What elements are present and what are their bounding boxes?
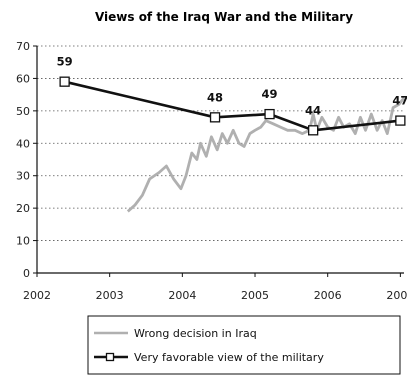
y-tick-label-20: 20	[16, 202, 30, 215]
x-tick-label-2004: 2004	[168, 289, 196, 302]
data-labels: 59 48 49 44 47	[57, 55, 407, 118]
y-tick-label-0: 0	[23, 267, 30, 280]
chart-title: Views of the Iraq War and the Military	[95, 10, 353, 24]
marker-military-48	[209, 112, 221, 123]
x-axis-ticks: 2002 2003 2004 2005 2006 2007	[23, 273, 407, 302]
series-wrong-decision	[126, 97, 406, 213]
x-tick-label-2007: 2007	[386, 289, 407, 302]
y-tick-label-10: 10	[16, 235, 30, 248]
legend-label-wrong-decision: Wrong decision in Iraq	[134, 327, 257, 340]
y-tick-label-60: 60	[16, 72, 30, 85]
marker-military-59	[59, 76, 70, 87]
data-label-military-49: 49	[262, 87, 278, 101]
y-axis-ticks: 0 10 20 30 40 50 60 70	[16, 40, 37, 280]
x-tick-label-2005: 2005	[241, 289, 269, 302]
marker-military-44	[308, 125, 319, 136]
legend-marker-military	[105, 352, 115, 362]
y-tick-label-40: 40	[16, 137, 30, 150]
x-tick-label-2003: 2003	[96, 289, 124, 302]
data-label-military-44: 44	[305, 103, 321, 117]
marker-military-49	[264, 108, 275, 120]
y-tick-label-50: 50	[16, 105, 30, 118]
axes	[36, 46, 404, 274]
y-tick-label-70: 70	[16, 40, 30, 53]
marker-military-47	[395, 115, 406, 126]
data-label-military-59: 59	[57, 55, 73, 69]
x-tick-label-2006: 2006	[314, 289, 342, 302]
line-wrong-decision	[126, 97, 406, 213]
series-favorable-military	[59, 76, 406, 136]
data-label-military-48: 48	[207, 90, 223, 104]
x-tick-label-2002: 2002	[23, 289, 51, 302]
legend: Wrong decision in Iraq Very favorable vi…	[87, 315, 401, 375]
y-tick-label-30: 30	[16, 170, 30, 183]
data-label-military-47: 47	[392, 94, 407, 108]
legend-box	[87, 315, 401, 375]
gridlines	[37, 45, 404, 241]
legend-label-military: Very favorable view of the military	[134, 351, 324, 364]
